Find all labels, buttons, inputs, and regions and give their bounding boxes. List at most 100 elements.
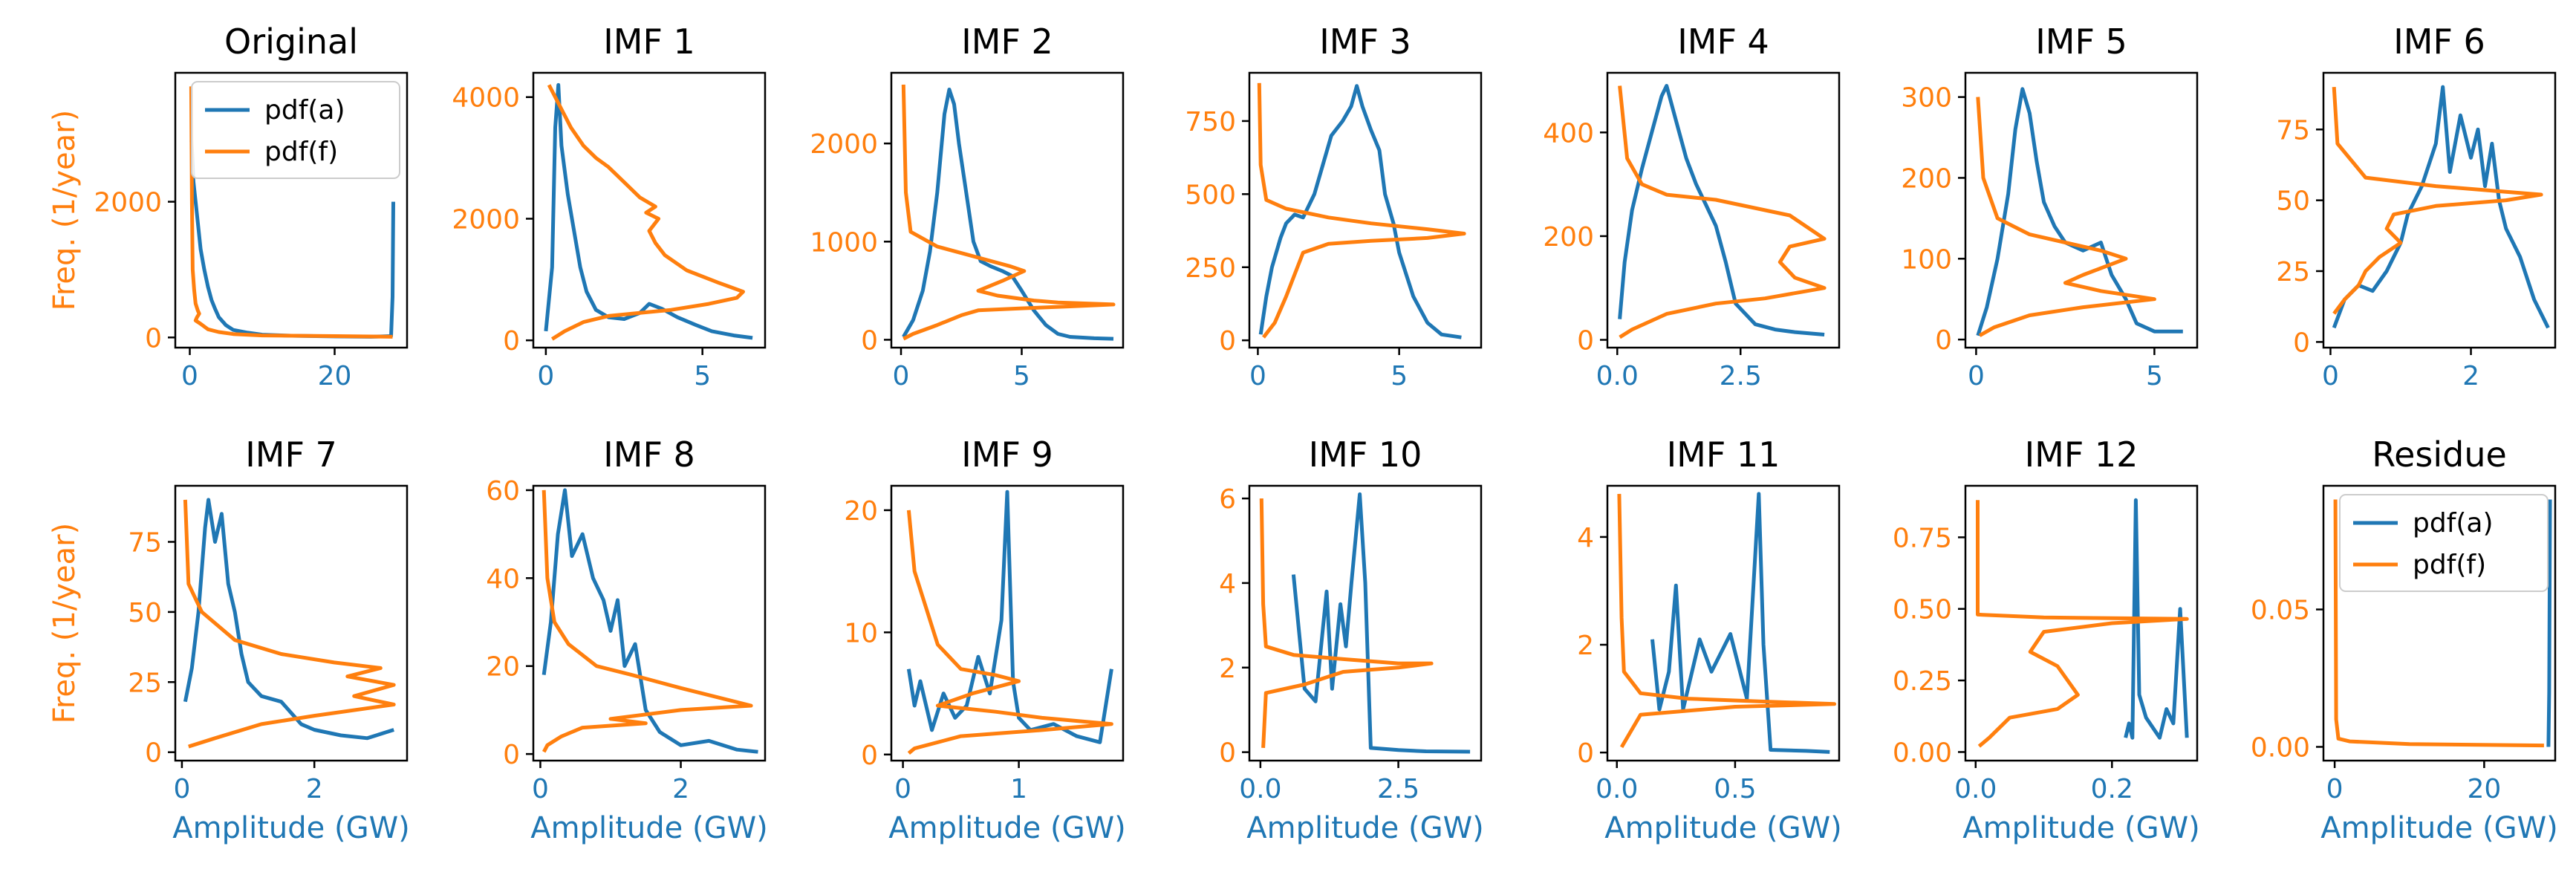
series-line-pdff bbox=[1259, 498, 1434, 749]
x-tick-label: 2 bbox=[306, 774, 323, 804]
y-tick-label: 0.00 bbox=[1893, 738, 1952, 768]
y-tick-label: 300 bbox=[1901, 83, 1952, 114]
legend: pdf(a) pdf(f) bbox=[191, 81, 400, 179]
x-tick-label: 0.0 bbox=[1954, 774, 1997, 804]
x-tick-label: 1 bbox=[1010, 774, 1027, 804]
y-tick-label: 4 bbox=[1219, 569, 1236, 599]
y-tick-label: 400 bbox=[1543, 118, 1594, 149]
plot-frame bbox=[1248, 484, 1483, 762]
x-tick-label: 2.5 bbox=[1720, 361, 1762, 391]
x-axis-label: Amplitude (GW) bbox=[530, 811, 767, 845]
legend: pdf(a) pdf(f) bbox=[2339, 494, 2549, 592]
y-tick-label: 20 bbox=[844, 496, 878, 527]
plot-frame bbox=[1606, 71, 1841, 349]
series-line-pdff bbox=[183, 499, 396, 749]
y-tick-label: 10 bbox=[844, 618, 878, 648]
y-tick-label: 200 bbox=[1543, 222, 1594, 253]
x-tick-label: 0 bbox=[173, 774, 190, 804]
y-tick-label: 2 bbox=[1577, 631, 1594, 661]
x-tick-label: 0.2 bbox=[2091, 774, 2133, 804]
series-line-pdfa bbox=[1650, 492, 1830, 754]
legend-box bbox=[191, 81, 400, 179]
y-tick-label: 2000 bbox=[94, 188, 162, 218]
y-tick-label: 0 bbox=[503, 326, 520, 357]
series-line-pdfa bbox=[1291, 492, 1471, 754]
y-tick-label: 2000 bbox=[810, 129, 878, 160]
series-line-pdff bbox=[901, 84, 1116, 341]
y-tick-label: 0 bbox=[1577, 738, 1594, 769]
y-tick-label: 1000 bbox=[810, 227, 878, 258]
plot-frame bbox=[2322, 71, 2557, 349]
x-tick-label: 0 bbox=[537, 361, 554, 391]
series-line-pdff bbox=[1618, 85, 1827, 339]
series-line-pdfa bbox=[2332, 85, 2550, 329]
y-tick-label: 25 bbox=[128, 668, 162, 698]
y-tick-label: 0.00 bbox=[2251, 733, 2310, 764]
y-tick-label: 250 bbox=[1185, 253, 1236, 284]
plot-frame bbox=[1606, 484, 1841, 762]
y-axis-label: Freq. (1/year) bbox=[48, 110, 82, 310]
y-tick-label: 0 bbox=[145, 323, 162, 354]
plot-frame bbox=[174, 484, 409, 762]
x-tick-label: 0 bbox=[2326, 774, 2344, 804]
panel-title: IMF 12 bbox=[2025, 435, 2138, 475]
x-tick-label: 5 bbox=[694, 361, 711, 391]
x-tick-label: 20 bbox=[318, 361, 352, 391]
series-line-pdfa bbox=[1618, 84, 1825, 336]
panel-3: IMF 2 0 5 0 1000 2000 bbox=[810, 22, 1125, 391]
y-tick-label: 20 bbox=[486, 652, 520, 683]
y-tick-label: 0 bbox=[861, 325, 878, 356]
legend-box bbox=[2339, 494, 2549, 592]
series-line-pdff bbox=[2333, 499, 2544, 748]
x-tick-label: 0 bbox=[181, 361, 198, 391]
plot-frame bbox=[532, 484, 767, 762]
series-line-pdff bbox=[189, 86, 393, 339]
y-tick-label: 0.75 bbox=[1893, 523, 1952, 553]
x-tick-label: 0.0 bbox=[1596, 361, 1639, 391]
series-line-pdff bbox=[1257, 82, 1466, 339]
plot-frame bbox=[532, 71, 767, 349]
plot-frame bbox=[1248, 71, 1483, 349]
x-tick-label: 0.0 bbox=[1596, 774, 1638, 804]
y-axis-label: Freq. (1/year) bbox=[48, 523, 82, 723]
x-axis-label: Amplitude (GW) bbox=[888, 811, 1125, 845]
legend-entry: pdf(f) bbox=[2413, 550, 2486, 580]
series-line-pdfa bbox=[2124, 498, 2189, 740]
x-tick-label: 2 bbox=[672, 774, 689, 804]
x-tick-label: 0.0 bbox=[1239, 774, 1281, 804]
y-tick-label: 2 bbox=[1219, 654, 1236, 684]
x-tick-label: 2 bbox=[2462, 361, 2479, 391]
x-tick-label: 5 bbox=[1013, 361, 1030, 391]
x-axis-label: Amplitude (GW) bbox=[1246, 811, 1483, 845]
y-tick-label: 750 bbox=[1185, 107, 1236, 137]
x-tick-label: 0 bbox=[532, 774, 549, 804]
y-tick-label: 50 bbox=[2276, 186, 2310, 217]
x-tick-label: 0 bbox=[1968, 361, 1985, 391]
y-tick-label: 0 bbox=[861, 741, 878, 771]
panel-4: IMF 3 0 5 0 250 500 750 bbox=[1185, 22, 1483, 391]
panel-title: IMF 2 bbox=[961, 22, 1053, 62]
x-axis-label: Amplitude (GW) bbox=[1962, 811, 2199, 845]
x-axis-label: Amplitude (GW) bbox=[2320, 811, 2557, 845]
y-tick-label: 75 bbox=[128, 528, 162, 559]
legend-entry: pdf(a) bbox=[264, 95, 345, 126]
panel-title: IMF 9 bbox=[961, 435, 1053, 475]
series-line-pdff bbox=[1617, 493, 1837, 749]
series-line-pdff bbox=[547, 84, 745, 341]
y-tick-label: 0 bbox=[503, 740, 520, 770]
y-tick-label: 200 bbox=[1901, 163, 1952, 194]
x-tick-label: 5 bbox=[1391, 361, 1408, 391]
series-line-pdfa bbox=[183, 498, 394, 741]
y-tick-label: 0 bbox=[145, 738, 162, 769]
panel-12: IMF 11 0.0 0.5 0 2 4 Amplitude (GW) bbox=[1577, 435, 1842, 845]
x-tick-label: 5 bbox=[2146, 361, 2163, 391]
plot-frame bbox=[2322, 484, 2557, 762]
panel-title: IMF 1 bbox=[603, 22, 695, 62]
panel-title: IMF 3 bbox=[1319, 22, 1411, 62]
x-tick-label: 0 bbox=[1249, 361, 1266, 391]
y-tick-label: 0.50 bbox=[1893, 595, 1952, 625]
